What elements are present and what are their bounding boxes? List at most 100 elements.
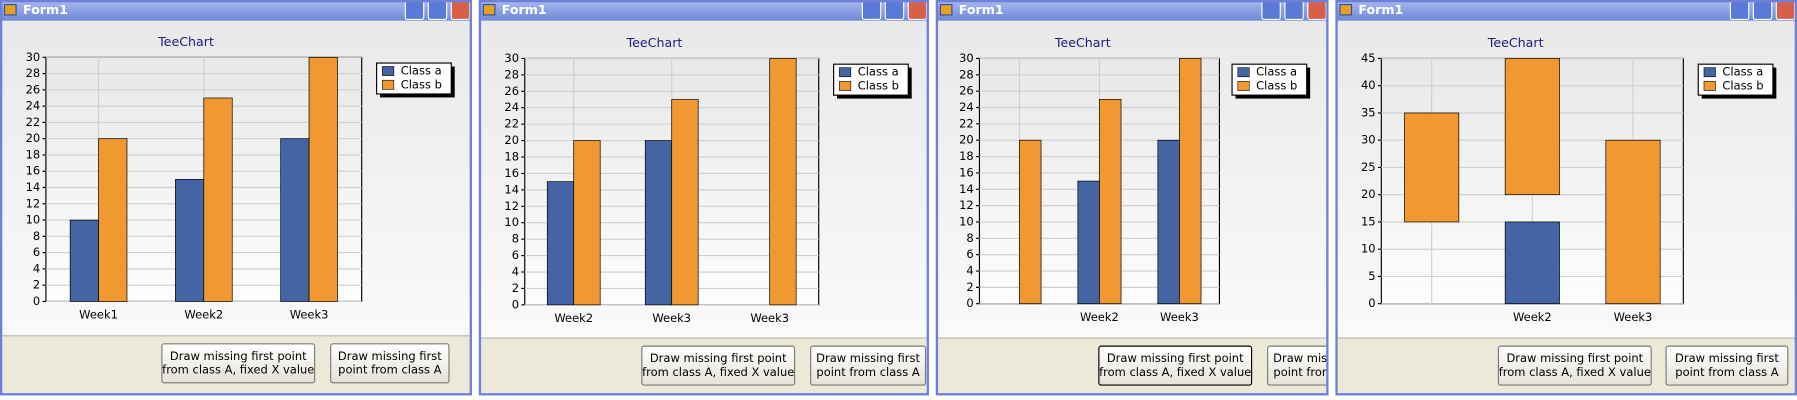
bar — [175, 179, 205, 302]
y-tick-label: 6 — [966, 247, 973, 261]
x-tick-label: Week2 — [184, 308, 223, 322]
bar — [280, 138, 310, 302]
app-icon — [939, 4, 953, 16]
y-tick-label: 0 — [512, 297, 519, 311]
legend-label: Class b — [401, 77, 442, 91]
app-icon — [4, 4, 17, 16]
bar — [1404, 112, 1460, 223]
y-tick-label: 35 — [1361, 105, 1376, 119]
app-icon — [482, 4, 496, 16]
chart-title: TeeChart — [1487, 35, 1544, 50]
close-button[interactable] — [1307, 0, 1327, 21]
button-label: Draw missing first point — [650, 351, 787, 365]
y-tick-label: 20 — [1361, 187, 1376, 201]
y-tick-label: 14 — [959, 182, 974, 196]
legend-label: Class a — [1722, 65, 1763, 79]
window-frame — [478, 0, 929, 396]
y-tick-label: 2 — [966, 280, 973, 294]
maximize-button[interactable] — [1752, 0, 1773, 21]
y-tick-label: 4 — [33, 261, 40, 275]
y-tick-label: 24 — [959, 100, 974, 114]
minimize-button[interactable] — [861, 0, 882, 21]
window-title: Form1 — [1358, 2, 1403, 17]
button[interactable] — [1497, 345, 1652, 386]
minimize-button[interactable] — [404, 0, 425, 21]
y-tick-label: 40 — [1361, 78, 1376, 92]
bar — [1099, 98, 1122, 305]
y-tick-label: 4 — [966, 264, 973, 278]
button-label: Draw missing first point — [1506, 351, 1643, 365]
y-tick-label: 20 — [26, 131, 41, 145]
legend-swatch — [1237, 67, 1250, 78]
y-tick-label: 22 — [26, 115, 41, 129]
y-tick-label: 6 — [512, 248, 519, 262]
button[interactable] — [1267, 345, 1383, 386]
button[interactable] — [330, 343, 450, 384]
bar — [671, 99, 699, 306]
bar — [1605, 139, 1661, 305]
maximize-button[interactable] — [884, 0, 905, 21]
legend-swatch — [1703, 81, 1716, 91]
close-button[interactable] — [907, 0, 928, 21]
minimize-button[interactable] — [1261, 0, 1281, 21]
window-title: Form1 — [23, 2, 68, 17]
y-tick-label: 20 — [959, 133, 974, 147]
button-label: from class A, fixed X value — [1099, 365, 1251, 379]
y-tick-label: 14 — [26, 180, 41, 194]
x-tick-label: Week2 — [1080, 310, 1119, 324]
legend-label: Class a — [401, 64, 442, 78]
bar — [69, 219, 99, 302]
y-tick-label: 28 — [26, 66, 41, 80]
minimize-button[interactable] — [1729, 0, 1750, 21]
y-tick-label: 16 — [26, 164, 41, 178]
button[interactable] — [1665, 345, 1789, 386]
button[interactable] — [1098, 345, 1253, 386]
legend-swatch — [1237, 81, 1250, 91]
window: Form1TeeChart024681012141618202224262830… — [0, 0, 472, 396]
x-tick-label: Week2 — [554, 311, 593, 325]
y-tick-label: 8 — [512, 232, 519, 246]
y-tick-label: 0 — [33, 294, 40, 308]
legend-label: Class b — [1722, 78, 1763, 92]
bar — [308, 56, 338, 302]
y-tick-label: 30 — [1361, 133, 1376, 147]
maximize-button[interactable] — [427, 0, 448, 21]
button[interactable] — [810, 345, 927, 386]
x-tick-label: Week3 — [1614, 310, 1653, 324]
y-tick-label: 8 — [966, 231, 973, 245]
bar — [1179, 58, 1202, 305]
y-tick-label: 18 — [959, 149, 974, 163]
y-tick-label: 30 — [959, 51, 974, 65]
y-tick-label: 24 — [26, 99, 41, 113]
bar — [203, 97, 233, 302]
y-tick-label: 8 — [33, 229, 40, 243]
legend-label: Class b — [858, 78, 899, 92]
y-tick-label: 12 — [26, 196, 41, 210]
window: Form1 TeeChart 0 5 10 15 20 25 30 35 40 45 Week2 Week… — [1335, 0, 1797, 396]
y-tick-label: 16 — [504, 166, 519, 180]
close-button[interactable] — [450, 0, 471, 21]
chart-title: TeeChart — [157, 34, 214, 49]
close-button[interactable] — [1775, 0, 1796, 21]
bar — [769, 58, 797, 306]
button-label: Draw missing first point — [170, 349, 307, 363]
y-tick-label: 18 — [504, 150, 519, 164]
y-tick-label: 6 — [33, 245, 40, 259]
button-label: point from class A — [1273, 365, 1376, 379]
window-frame — [1335, 0, 1797, 396]
y-tick-label: 12 — [504, 199, 519, 213]
button-label: Draw missing first — [338, 349, 442, 363]
button-label: from class A, fixed X value — [1499, 365, 1651, 379]
window-frame — [935, 0, 1329, 396]
button[interactable] — [641, 345, 796, 386]
bar — [573, 140, 601, 306]
window: Form1TeeChart024681012141618202224262830… — [935, 0, 1383, 396]
y-tick-label: 22 — [959, 116, 974, 130]
title-bar — [478, 0, 929, 21]
chart-title: TeeChart — [626, 35, 683, 50]
button[interactable] — [161, 343, 316, 384]
legend-swatch — [1703, 67, 1716, 78]
maximize-button[interactable] — [1284, 0, 1304, 21]
button-label: point from class A — [816, 365, 919, 379]
